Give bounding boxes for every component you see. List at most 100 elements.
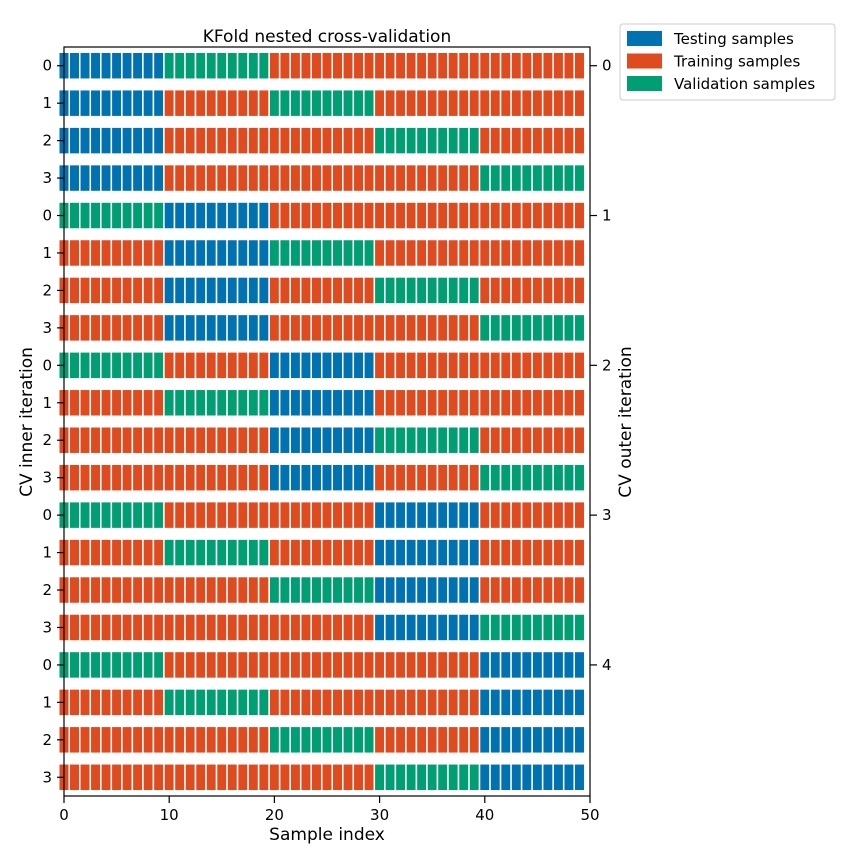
sample-cell-test xyxy=(468,613,481,642)
sample-cell-train xyxy=(236,425,249,455)
sample-cell-val xyxy=(541,313,554,343)
sample-cell-test xyxy=(299,425,312,455)
sample-cell-train xyxy=(562,51,575,80)
sample-cell-test xyxy=(363,463,376,492)
sample-cell-train xyxy=(79,276,92,305)
sample-cell-val xyxy=(247,688,260,717)
sample-cell-test xyxy=(373,500,386,530)
sample-cell-val xyxy=(68,201,81,230)
sample-cell-test xyxy=(573,725,586,755)
sample-cell-train xyxy=(573,425,586,455)
sample-cell-train xyxy=(363,276,376,305)
sample-cell-val xyxy=(562,613,575,642)
sample-cell-val xyxy=(268,575,281,605)
sample-cell-test xyxy=(184,201,197,230)
inner-tick-label: 2 xyxy=(42,132,52,150)
sample-cell-test xyxy=(510,725,523,755)
sample-cell-test xyxy=(436,538,449,567)
sample-cell-train xyxy=(268,313,281,343)
sample-cell-train xyxy=(342,201,355,230)
sample-cell-train xyxy=(226,575,239,605)
sample-cell-train xyxy=(478,351,491,380)
sample-cell-train xyxy=(121,613,134,642)
plot-frame xyxy=(63,46,591,797)
sample-cell-train xyxy=(352,276,365,305)
sample-cell-train xyxy=(373,388,386,418)
sample-cell-train xyxy=(299,688,312,717)
sample-cell-train xyxy=(468,650,481,680)
sample-cell-train xyxy=(499,201,512,230)
sample-cell-train xyxy=(100,313,113,343)
sample-cell-train xyxy=(278,688,291,717)
sample-cell-test xyxy=(457,575,470,605)
sample-cell-val xyxy=(310,725,323,755)
sample-cell-train xyxy=(215,650,228,680)
sample-cell-train xyxy=(163,725,176,755)
sample-cell-val xyxy=(163,688,176,717)
sample-cell-val xyxy=(552,163,565,193)
sample-cell-test xyxy=(394,575,407,605)
sample-cell-val xyxy=(299,238,312,268)
sample-cell-train xyxy=(331,201,344,230)
sample-cell-train xyxy=(426,688,439,717)
sample-cell-train xyxy=(289,500,302,530)
legend-swatch-test xyxy=(627,31,662,46)
sample-cell-train xyxy=(215,126,228,155)
inner-tick-label: 3 xyxy=(42,469,52,487)
sample-cell-val xyxy=(552,313,565,343)
sample-cell-train xyxy=(110,276,123,305)
sample-cell-train xyxy=(163,763,176,792)
sample-cell-train xyxy=(426,51,439,80)
sample-cell-train xyxy=(499,238,512,268)
sample-cell-train xyxy=(342,126,355,155)
sample-cell-train xyxy=(573,126,586,155)
sample-cell-train xyxy=(268,763,281,792)
sample-cell-val xyxy=(468,126,481,155)
sample-cell-train xyxy=(531,388,544,418)
x-tick-label: 30 xyxy=(370,806,389,824)
sample-cell-train xyxy=(552,351,565,380)
sample-cell-train xyxy=(489,425,502,455)
sample-cell-train xyxy=(236,126,249,155)
sample-cell-train xyxy=(489,575,502,605)
sample-cell-train xyxy=(499,500,512,530)
sample-cell-train xyxy=(268,163,281,193)
sample-cell-test xyxy=(331,425,344,455)
sample-cell-train xyxy=(562,351,575,380)
sample-cell-val xyxy=(278,88,291,118)
sample-cell-train xyxy=(352,538,365,567)
sample-cell-train xyxy=(215,575,228,605)
sample-cell-test xyxy=(520,650,533,680)
sample-cell-val xyxy=(79,351,92,380)
sample-cell-train xyxy=(562,425,575,455)
sample-cell-train xyxy=(257,351,270,380)
sample-cell-val xyxy=(531,463,544,492)
sample-cell-train xyxy=(363,51,376,80)
sample-cell-train xyxy=(447,313,460,343)
sample-cell-val xyxy=(331,88,344,118)
sample-cell-val xyxy=(184,538,197,567)
sample-cell-val xyxy=(79,650,92,680)
sample-cell-train xyxy=(426,388,439,418)
sample-cell-train xyxy=(68,725,81,755)
sample-cell-train xyxy=(236,725,249,755)
sample-cell-test xyxy=(541,763,554,792)
sample-cell-train xyxy=(184,163,197,193)
sample-cell-train xyxy=(194,351,207,380)
sample-cell-val xyxy=(89,351,102,380)
sample-cell-train xyxy=(562,276,575,305)
sample-cell-train xyxy=(478,388,491,418)
sample-cell-train xyxy=(226,725,239,755)
sample-cell-train xyxy=(562,126,575,155)
sample-cell-train xyxy=(152,313,165,343)
sample-cell-train xyxy=(310,688,323,717)
inner-tick-label: 3 xyxy=(42,319,52,337)
sample-cell-test xyxy=(205,201,218,230)
sample-cell-val xyxy=(289,725,302,755)
sample-cell-val xyxy=(173,538,186,567)
sample-cell-train xyxy=(194,163,207,193)
sample-cell-val xyxy=(510,163,523,193)
sample-cell-val xyxy=(436,126,449,155)
sample-cell-val xyxy=(541,613,554,642)
sample-cell-test xyxy=(320,351,334,380)
